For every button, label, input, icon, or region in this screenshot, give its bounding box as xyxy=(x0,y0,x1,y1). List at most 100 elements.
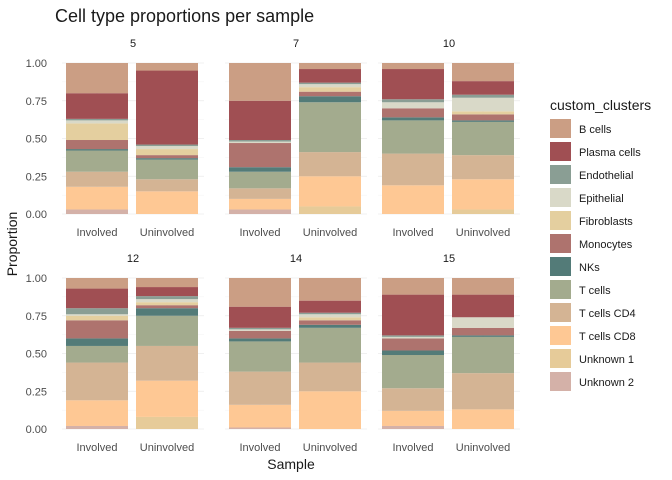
facet-label: 12 xyxy=(127,253,139,265)
bar-segment-t-cells-cd8 xyxy=(382,410,444,426)
bar-segment-nks xyxy=(299,96,361,103)
bar-segment-t-cells-cd4 xyxy=(66,362,128,401)
bar-uninvolved xyxy=(299,63,361,214)
bar-involved xyxy=(382,63,444,214)
bar-segment-endothelial xyxy=(299,82,361,85)
bar-segment-t-cells-cd8 xyxy=(229,404,291,428)
bar-segment-plasma-cells xyxy=(299,300,361,313)
legend-label: Epithelial xyxy=(579,193,624,205)
facet-label: 7 xyxy=(293,38,299,50)
legend-item-fibroblasts: Fibroblasts xyxy=(550,211,633,230)
legend-swatch xyxy=(550,211,571,230)
bar-segment-t-cells-cd8 xyxy=(299,176,361,207)
bar-segment-t-cells-cd8 xyxy=(66,186,128,210)
bar-segment-monocytes xyxy=(299,320,361,325)
bar-segment-plasma-cells xyxy=(229,306,291,328)
bar-involved xyxy=(382,278,444,429)
legend-swatch xyxy=(550,119,571,138)
legend-item-b-cells: B cells xyxy=(550,119,612,138)
bar-segment-monocytes xyxy=(229,330,291,339)
bar-involved xyxy=(229,63,291,214)
legend-item-nks: NKs xyxy=(550,257,600,276)
bar-segment-nks xyxy=(66,338,128,346)
bar-segment-monocytes xyxy=(382,338,444,351)
x-tick-label: Involved xyxy=(240,227,281,239)
bar-segment-epithelial xyxy=(452,97,514,112)
x-tick-label: Uninvolved xyxy=(303,227,357,239)
bar-segment-monocytes xyxy=(452,327,514,336)
bar-uninvolved xyxy=(136,278,198,429)
y-axis-title: Proportion xyxy=(4,212,20,277)
bar-involved xyxy=(66,278,128,429)
bar-segment-t-cells-cd4 xyxy=(382,153,444,186)
bar-segment-epithelial xyxy=(299,84,361,88)
bar-segment-endothelial xyxy=(229,327,291,330)
bar-segment-b-cells xyxy=(452,278,514,295)
bar-segment-fibroblasts xyxy=(452,111,514,115)
facet-panel-12: 12 0.00 0.25 0.50 0.75 1.00 Involved Uninvolved xyxy=(26,253,204,454)
y-tick-label: 0.00 xyxy=(26,424,47,436)
legend-swatch xyxy=(550,188,571,207)
x-tick-label: Involved xyxy=(393,227,434,239)
bar-segment-t-cells xyxy=(299,102,361,153)
legend-swatch xyxy=(550,349,571,368)
legend-item-unknown-1: Unknown 1 xyxy=(550,349,634,368)
legend-item-unknown-2: Unknown 2 xyxy=(550,372,634,391)
bar-segment-nks xyxy=(136,308,198,316)
bar-segment-b-cells xyxy=(229,63,291,101)
bar-segment-t-cells-cd8 xyxy=(229,198,291,210)
bar-segment-t-cells-cd4 xyxy=(299,152,361,177)
legend-label: T cells xyxy=(579,285,611,297)
bar-segment-nks xyxy=(382,350,444,356)
chart-title: Cell type proportions per sample xyxy=(55,6,314,26)
bar-segment-t-cells-cd8 xyxy=(136,380,198,417)
legend-item-t-cells-cd4: T cells CD4 xyxy=(550,303,636,322)
facet-panel-7: 7 Involved Uninvolved xyxy=(225,38,367,239)
bar-segment-t-cells-cd8 xyxy=(299,391,361,429)
legend-swatch xyxy=(550,372,571,391)
bar-segment-nks xyxy=(452,120,514,122)
y-tick-label: 0.00 xyxy=(26,209,47,221)
bar-involved xyxy=(229,278,291,429)
bar-segment-endothelial xyxy=(66,118,128,121)
bar-segment-t-cells-cd4 xyxy=(452,373,514,410)
x-tick-label: Uninvolved xyxy=(456,227,510,239)
legend-swatch xyxy=(550,165,571,184)
bar-segment-epithelial xyxy=(66,314,128,316)
bar-segment-plasma-cells xyxy=(66,93,128,119)
legend-label: Unknown 2 xyxy=(579,377,634,389)
bar-segment-epithelial xyxy=(382,336,444,339)
bar-segment-t-cells-cd8 xyxy=(452,409,514,429)
y-tick-label: 0.50 xyxy=(26,349,47,361)
bar-segment-epithelial xyxy=(66,120,128,124)
legend-item-t-cells: T cells xyxy=(550,280,611,299)
bar-segment-unknown-2 xyxy=(66,425,128,429)
legend-item-t-cells-cd8: T cells CD8 xyxy=(550,326,636,345)
legend-title: custom_clusters xyxy=(550,97,651,113)
bar-segment-t-cells xyxy=(66,150,128,172)
y-tick-label: 1.00 xyxy=(26,58,47,70)
bar-segment-monocytes xyxy=(299,91,361,97)
bar-segment-b-cells xyxy=(452,63,514,82)
x-tick-label: Uninvolved xyxy=(303,442,357,454)
legend-swatch xyxy=(550,257,571,276)
bar-segment-endothelial xyxy=(229,140,291,142)
bar-segment-plasma-cells xyxy=(66,288,128,309)
x-tick-label: Uninvolved xyxy=(456,442,510,454)
bar-segment-t-cells xyxy=(452,121,514,156)
bar-segment-plasma-cells xyxy=(382,294,444,336)
bar-segment-t-cells-cd4 xyxy=(136,179,198,192)
bar-segment-endothelial xyxy=(136,296,198,300)
bar-segment-t-cells xyxy=(382,355,444,389)
bar-segment-plasma-cells xyxy=(452,294,514,318)
bar-segment-nks xyxy=(299,324,361,328)
bar-segment-nks xyxy=(66,149,128,151)
x-tick-label: Uninvolved xyxy=(140,442,194,454)
legend-swatch xyxy=(550,280,571,299)
bar-segment-epithelial xyxy=(229,141,291,144)
legend-item-plasma-cells: Plasma cells xyxy=(550,142,641,161)
facet-panel-15: 15 Involved Uninvolved xyxy=(378,253,520,454)
facet-label: 15 xyxy=(443,253,455,265)
